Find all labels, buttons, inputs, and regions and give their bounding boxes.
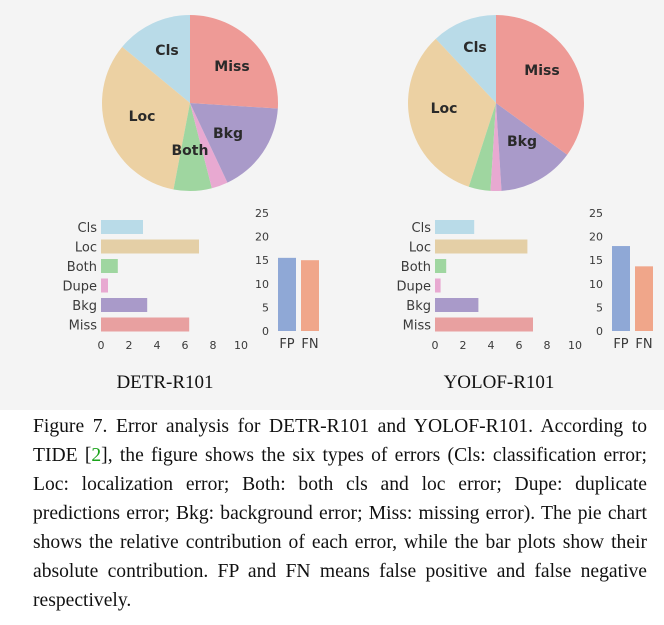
hbar-cls — [101, 220, 143, 234]
vbar-tick-10: 10 — [255, 278, 269, 291]
hbar-cls — [435, 220, 475, 234]
vbar-label-fp: FP — [279, 337, 294, 352]
hbar-tick-8: 8 — [210, 339, 217, 352]
hbar-label-miss: Miss — [69, 319, 98, 334]
vbar-tick-0: 0 — [262, 325, 269, 338]
hbar-bkg — [435, 298, 479, 312]
vbar-tick-0: 0 — [596, 325, 603, 338]
hbar-label-dupe: Dupe — [397, 280, 432, 295]
pie-label-loc: Loc — [129, 109, 156, 125]
hbar-tick-2: 2 — [126, 339, 133, 352]
vbar-tick-20: 20 — [589, 231, 603, 244]
figure-caption: Figure 7. Error analysis for DETR-R101 a… — [33, 412, 647, 615]
yolof-title: YOLOF-R101 — [443, 372, 555, 393]
pie-slice-cls — [122, 15, 190, 103]
pie-slice-dupe — [190, 103, 228, 189]
vbar-tick-15: 15 — [255, 254, 269, 267]
pie-slice-bkg — [496, 103, 568, 191]
pie-label-cls: Cls — [463, 40, 486, 56]
vbar-label-fp: FP — [613, 337, 628, 352]
hbar-tick-0: 0 — [98, 339, 105, 352]
vbar-tick-25: 25 — [255, 207, 269, 220]
pie-slice-loc — [408, 38, 496, 187]
hbar-label-bkg: Bkg — [72, 299, 97, 314]
hbar-label-cls: Cls — [78, 221, 98, 236]
pie-label-both: Both — [172, 143, 209, 159]
hbar-tick-8: 8 — [544, 339, 551, 352]
hbar-label-loc: Loc — [75, 241, 97, 256]
hbar-tick-4: 4 — [154, 339, 161, 352]
hbar-dupe — [435, 278, 441, 293]
caption-text-1: Figure 7. Error analysis for DETR-R101 a… — [33, 416, 647, 466]
pie-slice-loc — [101, 46, 190, 190]
hbar-tick-0: 0 — [432, 339, 439, 352]
hbar-label-miss: Miss — [403, 319, 432, 334]
hbar-both — [435, 259, 447, 273]
pie-slice-miss — [190, 14, 279, 109]
vbar-label-fn: FN — [301, 337, 318, 352]
hbar-tick-10: 10 — [568, 339, 582, 352]
pie-slice-bkg — [190, 103, 278, 183]
hbar-both — [101, 259, 118, 273]
detr-panel: Cls Loc Both Bkg Miss Cls Loc Both Dupe Bkg Miss 0 2… — [0, 0, 330, 410]
hbar-loc — [435, 239, 528, 254]
vbar-tick-15: 15 — [589, 254, 603, 267]
hbar-loc — [101, 239, 199, 254]
pie-label-cls: Cls — [155, 43, 178, 59]
yolof-panel: Cls Loc Bkg Miss Cls Loc Both Dupe Bkg Miss 0 2 4 6 8 1… — [334, 0, 664, 410]
pie-label-bkg: Bkg — [507, 134, 537, 150]
vbar-tick-10: 10 — [589, 278, 603, 291]
caption-text-2: ], the figure shows the six types of err… — [33, 445, 647, 611]
vbar-tick-25: 25 — [589, 207, 603, 220]
hbar-label-bkg: Bkg — [406, 299, 431, 314]
pie-label-miss: Miss — [524, 63, 559, 79]
pie-slice-dupe — [490, 103, 502, 192]
vbar-tick-5: 5 — [596, 301, 603, 314]
pie-slice-cls — [435, 14, 496, 103]
hbar-tick-6: 6 — [516, 339, 523, 352]
hbar-tick-6: 6 — [182, 339, 189, 352]
hbar-miss — [101, 317, 190, 332]
vbar-fn — [301, 260, 319, 331]
detr-title: DETR-R101 — [116, 372, 214, 393]
figure-area: Cls Loc Both Bkg Miss Cls Loc Both Dupe Bkg Miss 0 2… — [0, 0, 664, 410]
hbar-label-dupe: Dupe — [63, 280, 98, 295]
pie-slice-miss — [496, 15, 585, 155]
pie-slice-both — [468, 103, 496, 191]
pie-label-miss: Miss — [214, 59, 249, 75]
pie-label-bkg: Bkg — [213, 126, 243, 142]
hbar-label-cls: Cls — [412, 221, 432, 236]
hbar-tick-4: 4 — [488, 339, 495, 352]
vbar-fp — [612, 246, 630, 331]
vbar-fn — [635, 266, 653, 331]
hbar-label-both: Both — [67, 260, 97, 275]
vbar-tick-5: 5 — [262, 301, 269, 314]
pie-slice-both — [173, 103, 212, 192]
hbar-label-both: Both — [401, 260, 431, 275]
vbar-label-fn: FN — [635, 337, 652, 352]
vbar-fp — [278, 257, 296, 331]
pie-label-loc: Loc — [431, 101, 458, 117]
hbar-tick-2: 2 — [460, 339, 467, 352]
citation-link[interactable]: 2 — [91, 445, 102, 466]
hbar-bkg — [101, 298, 148, 312]
hbar-tick-10: 10 — [234, 339, 248, 352]
hbar-miss — [435, 317, 533, 332]
hbar-label-loc: Loc — [409, 241, 431, 256]
hbar-dupe — [101, 278, 108, 293]
vbar-tick-20: 20 — [255, 231, 269, 244]
